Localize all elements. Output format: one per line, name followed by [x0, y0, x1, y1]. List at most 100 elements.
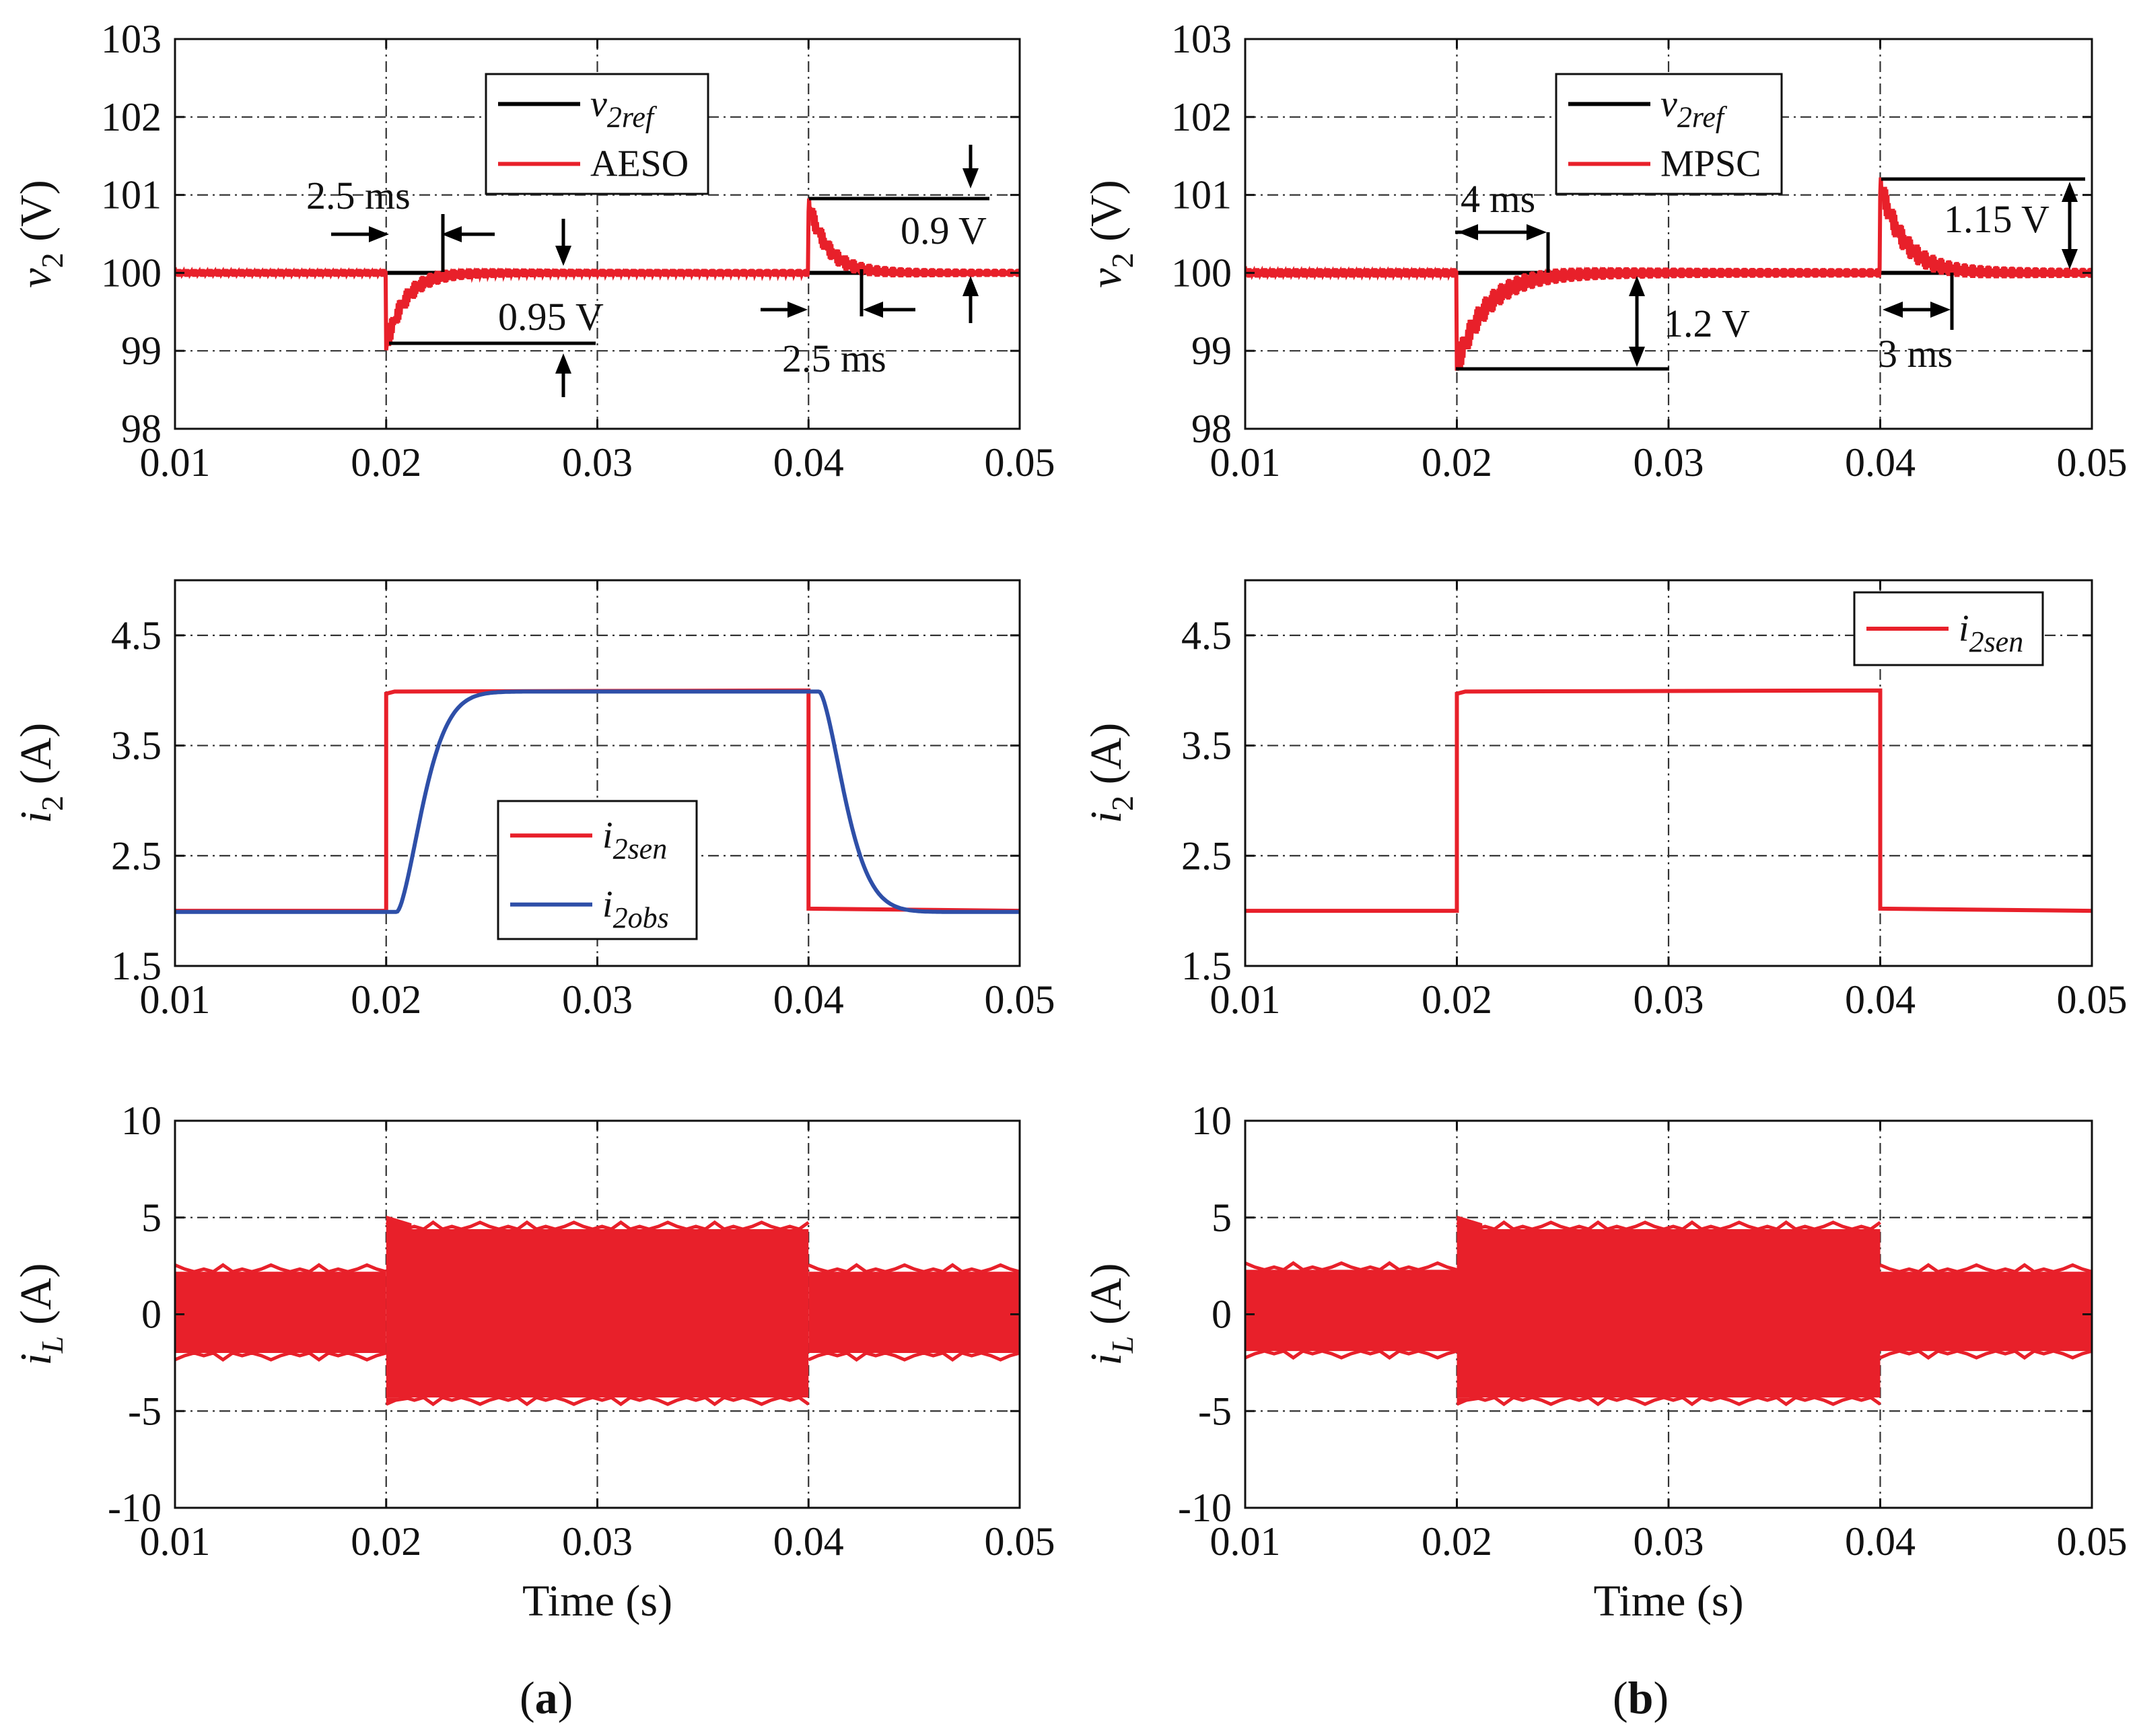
x-tick-label: 0.04	[773, 977, 844, 1022]
y-label-unit: (V)	[1082, 180, 1131, 252]
legend-sym: v	[590, 83, 607, 125]
legend: v2ref AESO	[485, 73, 709, 195]
y-tick-label: -5	[1198, 1389, 1232, 1433]
y-label-subscript: 2	[1105, 796, 1140, 811]
y-label-subscript: L	[35, 1336, 69, 1354]
y-axis-label: iL (A)	[1082, 1263, 1140, 1365]
y-tick-label: 1.5	[111, 944, 162, 988]
y-tick-label: -10	[1178, 1486, 1232, 1530]
y-axis-label: iL (A)	[11, 1263, 69, 1365]
iL-band-1	[386, 1229, 809, 1398]
iL-edge-top	[808, 1263, 1020, 1274]
panel-label-b: (b)	[1613, 1672, 1669, 1723]
legend-label-i2sen: i2sen	[602, 814, 667, 865]
x-tick-label: 0.03	[1634, 1519, 1704, 1564]
iL-overshoot-bottom	[386, 1397, 412, 1403]
y-axis-label: i2 (A)	[1082, 723, 1140, 823]
iL-overshoot-top	[1457, 1215, 1483, 1229]
ann-text: 4 ms	[1461, 177, 1535, 221]
y-axis-label: v2 (V)	[11, 180, 69, 287]
iL-edge-top	[1456, 1220, 1881, 1231]
y-label-symbol: i	[11, 811, 61, 823]
ann-b-fall-3ms: 3 ms	[1878, 273, 1954, 376]
ann-arrowhead	[1629, 276, 1645, 296]
legend-label-MPSC: MPSC	[1660, 143, 1761, 185]
x-tick-label: 0.05	[985, 440, 1055, 485]
y-label-subscript: L	[1105, 1336, 1140, 1354]
y-tick-label: 3.5	[111, 724, 162, 768]
iL-band-0	[175, 1272, 386, 1353]
chart-a_i2: 0.01 0.02 0.03 0.04 0.051.52.53.54.5i2 (A)i2…	[11, 579, 1055, 1022]
legend-sym: i	[602, 814, 613, 856]
iL-edge-top	[1245, 1261, 1458, 1272]
y-label-subscript: 2	[35, 252, 69, 268]
ann-a-dip-0.95V: 0.95 V	[389, 219, 604, 397]
panel-letter-a: a	[535, 1672, 558, 1723]
legend-box	[1555, 73, 1783, 195]
legend-label-i2sen: i2sen	[1959, 608, 2023, 658]
ann-b-dip-1.2V: 1.2 V	[1456, 276, 1750, 371]
y-label-unit: (A)	[11, 1263, 61, 1335]
legend-sub: 2sen	[613, 832, 668, 865]
y-label-symbol: v	[1082, 268, 1131, 288]
y-tick-label: 102	[1171, 95, 1232, 139]
ann-arrowhead	[1629, 347, 1645, 367]
x-tick-label: 0.01	[1210, 1519, 1281, 1564]
series-i2sen	[1245, 688, 2092, 913]
x-tick-label: 0.04	[1845, 1519, 1916, 1564]
legend-sym: v	[1660, 83, 1677, 125]
x-axis-label: Time (s)	[1593, 1576, 1743, 1626]
y-label-unit: (V)	[11, 180, 61, 252]
x-tick-label: 0.02	[1422, 977, 1492, 1022]
y-tick-label: 3.5	[1181, 724, 1232, 768]
y-label-symbol: i	[1082, 811, 1131, 823]
iL-edge-bottom	[1879, 1349, 2092, 1360]
y-tick-label: 0	[1212, 1292, 1232, 1337]
y-tick-label: 5	[1212, 1195, 1232, 1240]
ann-b-peak-1.15V: 1.15 V	[1881, 177, 2085, 269]
legend-sub: 2ref	[1677, 101, 1728, 134]
ann-a-rise-2.5ms: 2.5 ms	[306, 174, 495, 242]
y-tick-label: 10	[1191, 1099, 1232, 1143]
x-tick-label: 0.04	[773, 440, 844, 485]
legend-box	[485, 73, 709, 195]
legend-box	[497, 800, 698, 940]
x-tick-label: 0.01	[140, 1519, 211, 1564]
legend-sub: 2sen	[1969, 625, 2024, 658]
x-tick-label: 0.01	[140, 977, 211, 1022]
ann-arrowhead	[442, 226, 462, 242]
legend-sym: i	[602, 884, 613, 926]
x-tick-label: 0.04	[1845, 977, 1916, 1022]
iL-edge-bottom	[1456, 1395, 1881, 1407]
legend-label-v2ref: v2ref	[1660, 83, 1728, 134]
x-tick-label: 0.05	[2057, 977, 2128, 1022]
x-tick-label: 0.03	[562, 440, 633, 485]
y-tick-label: 101	[101, 173, 162, 217]
y-tick-label: 4.5	[1181, 613, 1232, 658]
ann-arrowhead	[863, 302, 883, 318]
ann-arrowhead	[962, 276, 979, 296]
y-label-unit: (A)	[1082, 723, 1131, 796]
y-tick-label: 100	[1171, 250, 1232, 295]
iL-band-0	[1245, 1270, 1457, 1352]
series-MPSC	[1245, 177, 2092, 371]
ann-arrowhead	[1883, 302, 1903, 318]
ann-arrowhead	[555, 246, 571, 266]
y-label-subscript: 2	[1105, 252, 1140, 268]
iL-band-1	[1457, 1229, 1881, 1398]
ann-arrowhead	[555, 353, 571, 374]
ann-arrowhead	[1458, 224, 1478, 240]
legend-label-v2ref: v2ref	[590, 83, 658, 134]
iL-edge-top	[1879, 1263, 2092, 1274]
x-tick-label: 0.03	[1634, 440, 1704, 485]
x-tick-label: 0.04	[773, 1519, 844, 1564]
y-tick-label: 2.5	[111, 833, 162, 878]
series-group	[175, 1215, 1020, 1407]
y-tick-label: 1.5	[1181, 944, 1232, 988]
iL-edge-top	[175, 1263, 387, 1274]
legend-label-i2obs: i2obs	[602, 884, 669, 934]
chart-a_iL: 0.01 0.02 0.03 0.04 0.05 -10 -5 0 5 10 iL (A) Time …	[11, 1099, 1055, 1626]
y-tick-label: -10	[108, 1486, 162, 1530]
